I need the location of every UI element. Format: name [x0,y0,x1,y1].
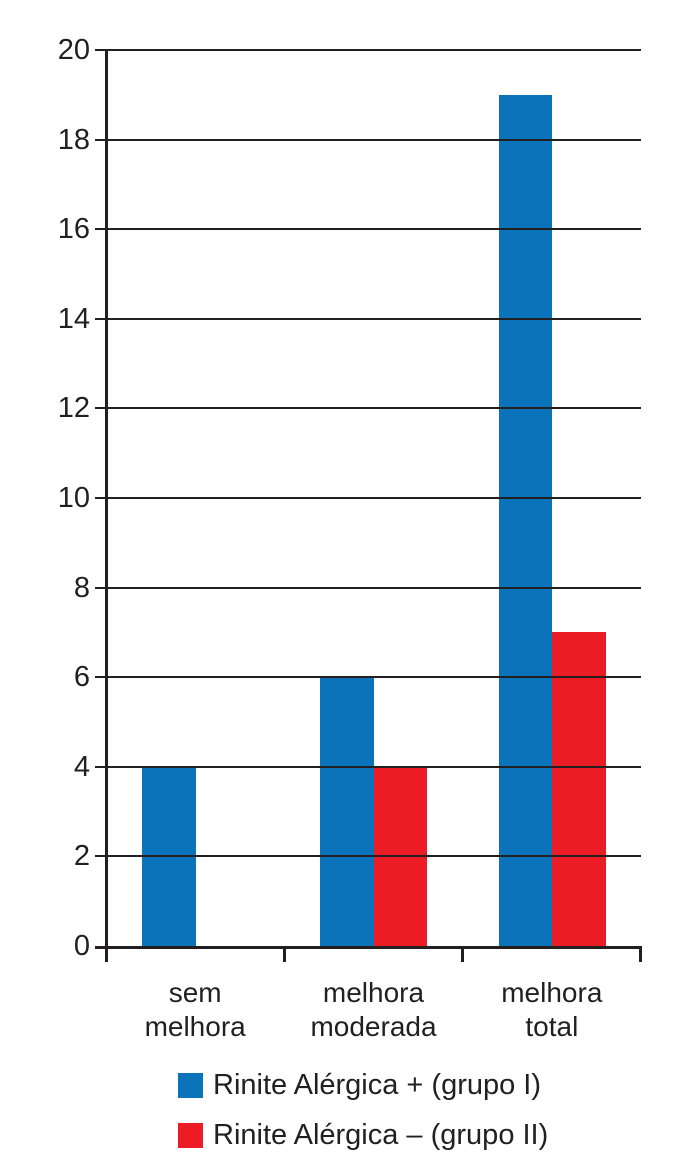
gridline-y-14 [95,317,641,320]
legend-swatch-grupo-ii [178,1123,203,1148]
y-tick-label-18: 18 [57,123,90,156]
legend-item-grupo-ii: Rinite Alérgica – (grupo II) [178,1119,549,1151]
y-axis-line [105,50,108,949]
x-axis-tick-1 [283,946,286,962]
gridline-y-6 [95,676,641,679]
bar-grupo-ii-melhora-moderada [373,766,428,948]
legend-swatch-grupo-i [178,1073,203,1098]
bar-grupo-i-melhora-total [498,94,553,948]
gridline-y-10 [95,497,641,499]
gridline-y-20 [95,49,641,51]
y-tick-label-16: 16 [57,213,90,246]
x-category-label-melhora-total: melhora total [501,977,603,1042]
bar-grupo-i-melhora-moderada [320,677,374,948]
gridline-y-16 [95,228,641,231]
x-axis-tick-0 [105,946,108,962]
y-tick-label-4: 4 [73,750,90,783]
y-tick-label-12: 12 [57,392,90,425]
gridline-y-2 [95,855,641,858]
y-tick-label-10: 10 [57,482,90,514]
gridline-y-8 [95,586,641,589]
legend-label-grupo-i: Rinite Alérgica + (grupo I) [213,1069,542,1101]
legend: Rinite Alérgica + (grupo I) Rinite Alérg… [178,1070,548,1167]
bar-grupo-ii-melhora-total [552,632,606,948]
legend-item-grupo-i: Rinite Alérgica + (grupo I) [178,1069,548,1101]
y-tick-label-6: 6 [73,661,90,694]
y-tick-label-0: 0 [73,930,90,962]
gridline-y-12 [95,407,641,410]
y-tick-label-20: 20 [57,34,90,66]
bar-grupo-i-sem-melhora [142,766,196,948]
x-category-label-sem-melhora: sem melhora [144,977,246,1042]
x-axis-tick-3 [639,946,642,962]
x-axis-line [95,946,641,949]
gridline-y-18 [95,138,641,141]
legend-label-grupo-ii: Rinite Alérgica – (grupo II) [213,1119,549,1151]
y-tick-label-14: 14 [57,302,90,335]
gridline-y-4 [95,765,641,768]
y-tick-label-2: 2 [73,840,90,873]
x-axis-tick-2 [461,946,464,962]
y-tick-label-8: 8 [73,571,90,604]
x-category-label-melhora-moderada: melhora moderada [310,977,437,1042]
